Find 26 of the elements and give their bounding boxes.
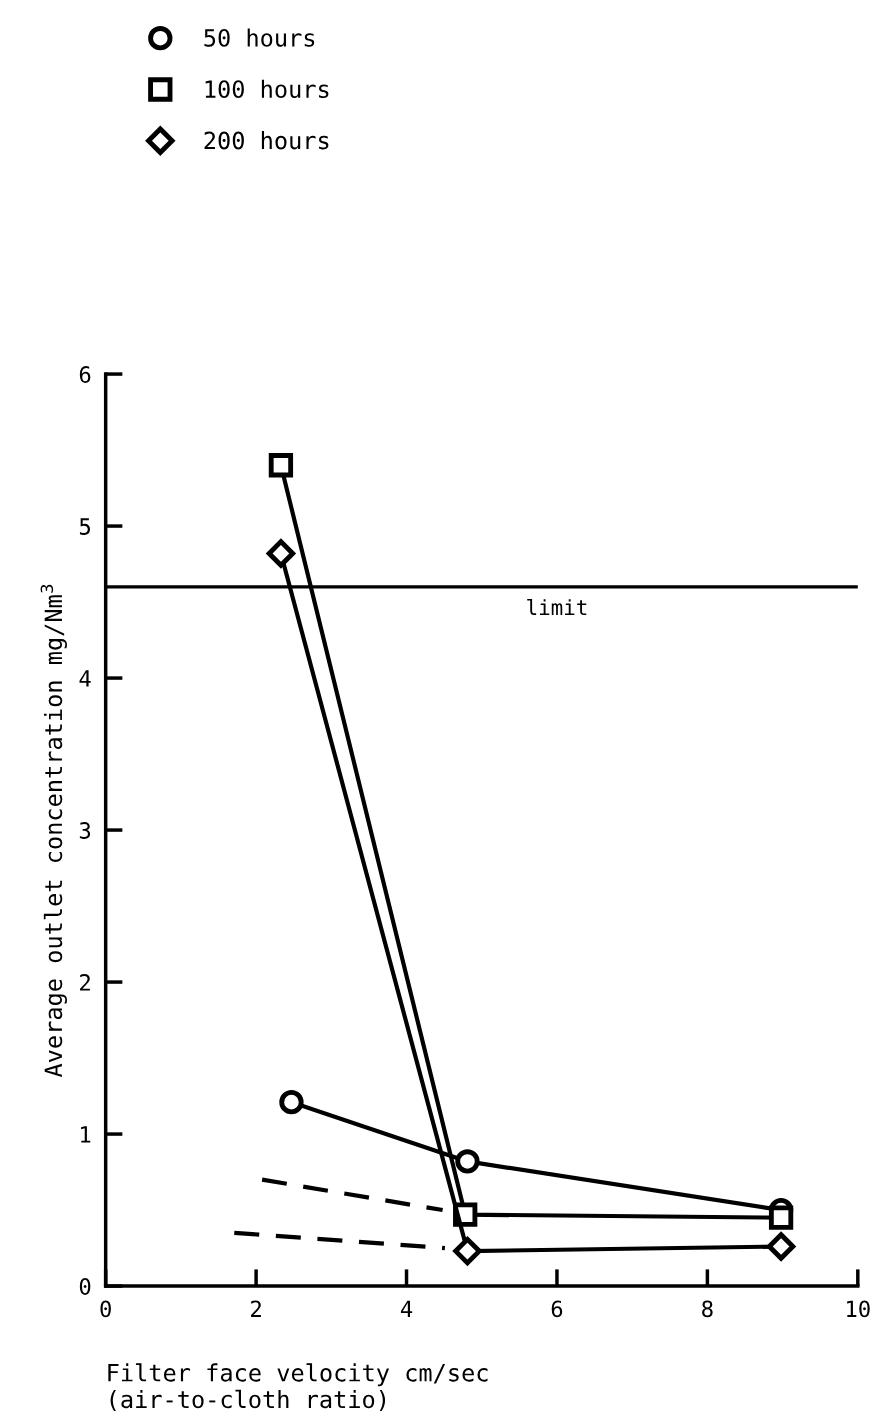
point [768,1205,794,1230]
y-tick-label: 5 [79,518,91,535]
point [268,453,294,478]
y-axis-title: Average outlet concentration mg/Nm$^{3}$ [40,584,67,1078]
ref-line-label: limit [527,599,587,615]
y-tick-label: 4 [79,670,91,687]
legend-label: 200 hours [204,131,329,150]
legend-label: 100 hours [205,79,329,99]
point [266,539,296,568]
point [455,1149,480,1174]
y-tick-label: 1 [81,1126,91,1143]
y-tick-label: 6 [79,366,91,383]
x-tick-label: 0 [100,1300,111,1318]
x-tick-label: 4 [400,1300,413,1317]
point [453,1236,482,1266]
y-tick-label: 2 [80,974,90,991]
x-tick-label: 10 [847,1300,870,1318]
legend-label: 50 hours [204,28,315,47]
x-tick-label: 2 [251,1300,261,1317]
y-tick-label: 0 [79,1278,91,1295]
x-tick-label: 8 [702,1300,713,1318]
x-axis-title: Filter face velocity cm/sec (air-to-cloth ratio) [108,1363,488,1412]
point [766,1232,796,1261]
y-tick-label: 3 [79,822,91,839]
point [279,1089,304,1115]
x-tick-label: 6 [551,1300,563,1318]
